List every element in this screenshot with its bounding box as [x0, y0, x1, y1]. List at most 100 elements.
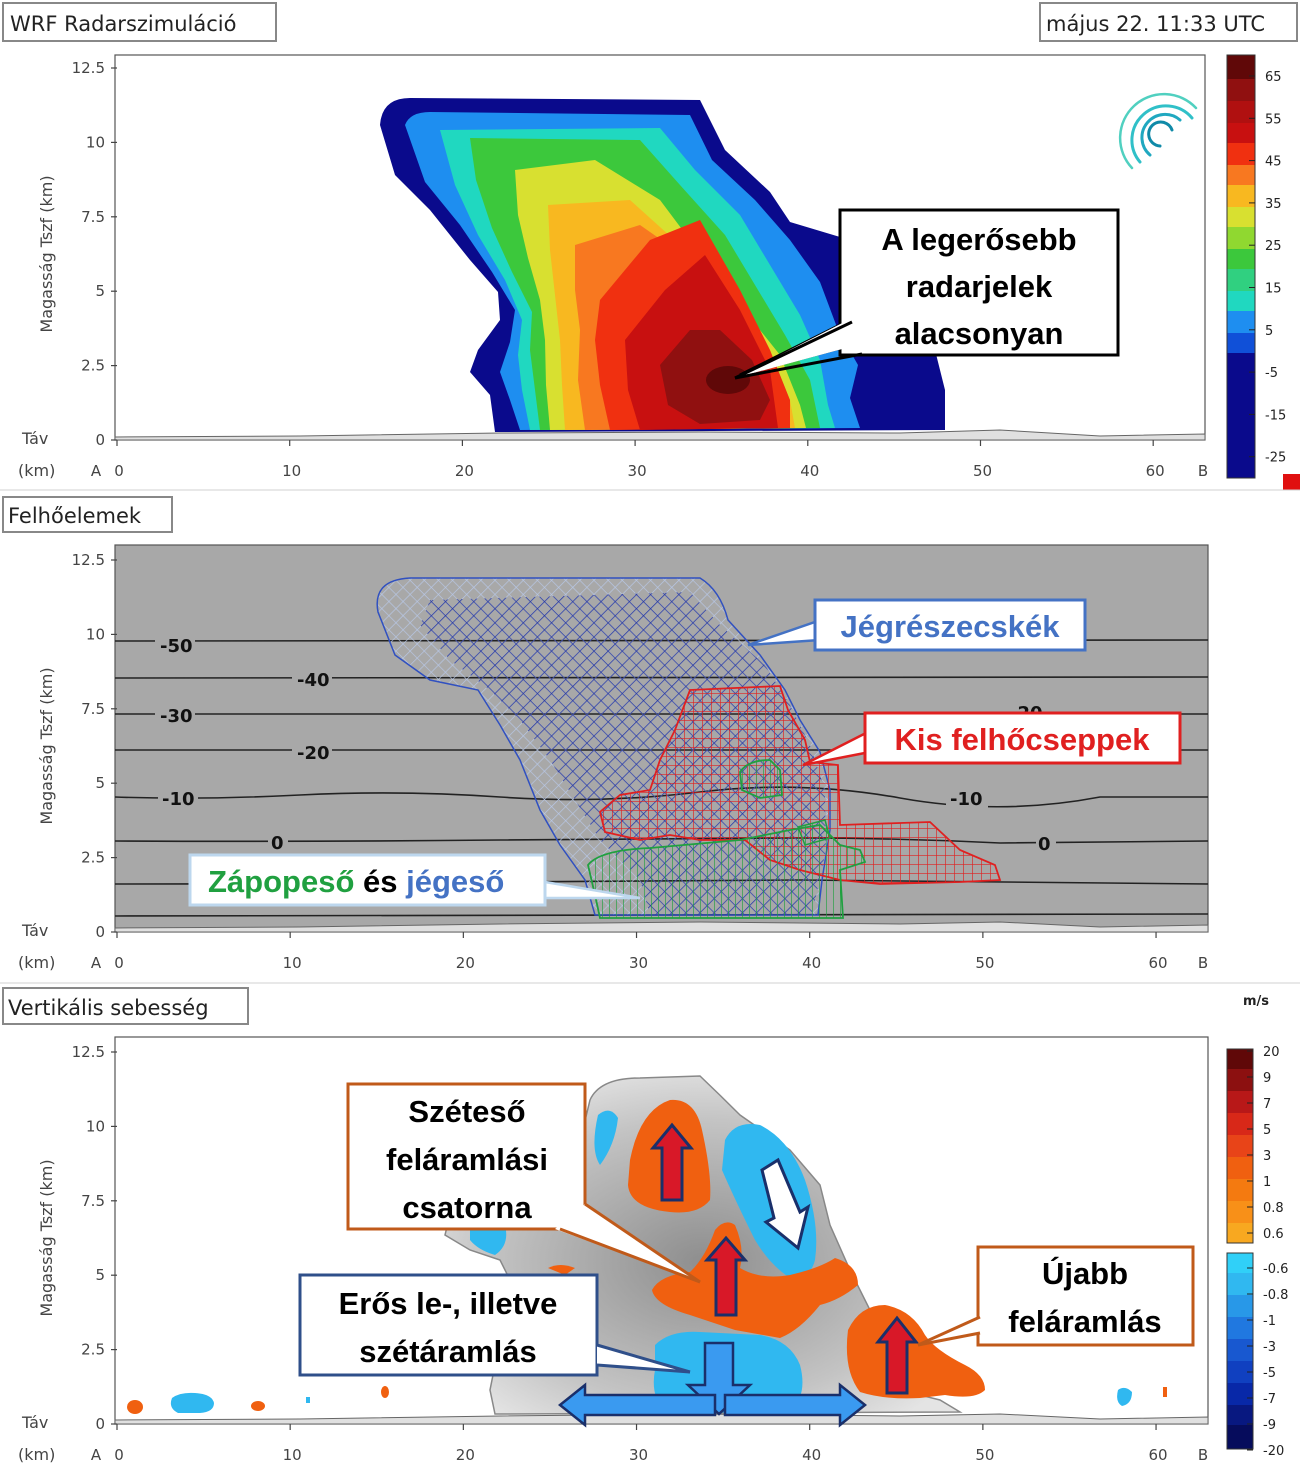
rain-hail-region [587, 759, 867, 919]
downdraft-annotation: Erős le-, illetve szétáramlás [298, 1273, 691, 1377]
isotherm-label-m50: -50 [160, 636, 193, 657]
radar-colorbar: 65 55 45 35 25 15 5 -5 -15 -25 [1226, 54, 1300, 490]
y-tick-label: 5 [95, 1266, 105, 1284]
y-tick-label: 10 [86, 133, 105, 151]
colorbar-tick-label: -7 [1263, 1392, 1276, 1407]
annotation-line-1: A legerősebb [881, 222, 1076, 257]
colorbar-tick-label: 65 [1265, 70, 1282, 85]
downdraft-line-1: Erős le-, illetve [339, 1286, 558, 1321]
annotation-line-3: alacsonyan [895, 316, 1064, 351]
x-tick-label: 50 [975, 1446, 994, 1464]
x-tick-label: 30 [629, 1446, 648, 1464]
x-tick-label: 10 [283, 954, 302, 972]
rain-hail-label: Zápореső és jégeső [208, 864, 504, 899]
y-tick-label: 12.5 [72, 551, 105, 569]
radar-axes: 0 2.5 5 7.5 10 12.5 0 10 20 30 40 50 60 A B Táv (km) Maga… [18, 59, 1208, 480]
rain-hail-annotation: Zápореső és jégeső [188, 853, 641, 907]
colorbar-tick-label: 0.8 [1263, 1201, 1284, 1216]
timestamp: május 22. 11:33 UTC [1046, 12, 1265, 36]
isotherm-label-m20: -20 [297, 743, 330, 764]
end-label: B [1198, 954, 1208, 972]
colorbar-tick-label: 20 [1263, 1045, 1280, 1060]
downdraft-arrow [760, 1157, 811, 1251]
panel-title: Felhőelemek [8, 504, 142, 528]
colorbar-tick-label: -5 [1265, 366, 1278, 381]
x-tick-label: 20 [455, 462, 474, 480]
velocity-panel: Vertikális sebesség m/s [2, 987, 1288, 1464]
start-label: A [91, 954, 102, 972]
end-label: B [1198, 462, 1208, 480]
colorbar-tick-label: 35 [1265, 197, 1282, 212]
terrain [114, 921, 1209, 933]
y-axis-label: Magasság Tszf (km) [37, 667, 56, 824]
hail-word: jégeső [405, 864, 504, 899]
downdraft-line-2: szétáramlás [359, 1334, 537, 1369]
y-tick-label: 7.5 [81, 1192, 105, 1210]
y-tick-label: 12.5 [72, 59, 105, 77]
y-tick-label: 2.5 [81, 1341, 105, 1359]
colorbar-tick-label: -3 [1263, 1340, 1276, 1355]
colorbar-tick-label: 5 [1263, 1123, 1271, 1138]
y-tick-label: 10 [86, 1117, 105, 1135]
y-tick-label: 2.5 [81, 849, 105, 867]
x-axis-label-top: Táv [21, 921, 48, 940]
velocity-colorbar: 20 9 7 5 3 1 0.8 0.6 -0.6 -0.8 -1 -3 -5 -7 -9 -20 [1226, 1045, 1288, 1459]
hydrometeor-axes: 0 2.5 5 7.5 10 12.5 0 10 20 30 40 50 60 A B Táv (km) Maga… [18, 551, 1208, 972]
isotherm-label-m10: -10 [162, 789, 195, 810]
colorbar-tick-label: 25 [1265, 239, 1282, 254]
y-axis-label: Magasság Tszf (km) [37, 175, 56, 332]
radar-panel: WRF Radarszimuláció május 22. 11:33 UTC [2, 2, 1300, 490]
x-tick-label: 50 [975, 954, 994, 972]
colorbar-tick-label: 9 [1263, 1071, 1271, 1086]
decaying-line-3: csatorna [402, 1190, 532, 1225]
isotherm-label-0-right: 0 [1038, 834, 1051, 855]
isotherm-label-0: 0 [271, 833, 284, 854]
x-tick-label: 60 [1149, 1446, 1168, 1464]
updraft-arrow-2 [703, 1235, 749, 1317]
x-tick-label: 30 [629, 954, 648, 972]
colorbar-tick-label: -5 [1263, 1366, 1276, 1381]
y-axis-label: Magasság Tszf (km) [37, 1159, 56, 1316]
y-tick-label: 2.5 [81, 357, 105, 375]
colorbar-tick-label: -25 [1265, 451, 1286, 466]
x-tick-label: 10 [282, 462, 301, 480]
y-tick-label: 10 [86, 625, 105, 643]
velocity-axes: 0 2.5 5 7.5 10 12.5 0 10 20 30 40 50 60 A B Táv (km) Maga… [18, 1043, 1208, 1464]
isotherm-label-m30: -30 [160, 706, 193, 727]
y-tick-label: 7.5 [81, 700, 105, 718]
colorbar-tick-label: 5 [1265, 324, 1273, 339]
x-tick-label: 40 [800, 462, 819, 480]
terrain [114, 1413, 1209, 1425]
and-word [354, 864, 363, 899]
new-updraft-annotation: Újabb feláramlás [917, 1245, 1195, 1347]
colorbar-tick-label: 55 [1265, 112, 1282, 127]
velocity-units: m/s [1243, 994, 1269, 1009]
y-tick-label: 0 [95, 431, 105, 449]
panel-title: WRF Radarszimuláció [10, 12, 236, 36]
x-tick-label: 40 [802, 954, 821, 972]
colorbar-tick-label: 45 [1265, 155, 1282, 170]
x-tick-label: 60 [1149, 954, 1168, 972]
x-tick-label: 0 [114, 1446, 124, 1464]
end-label: B [1198, 1446, 1208, 1464]
x-tick-label: 50 [973, 462, 992, 480]
y-tick-label: 0 [95, 923, 105, 941]
x-tick-label: 60 [1146, 462, 1165, 480]
updraft-arrow-1 [649, 1122, 695, 1202]
colorbar-tick-label: -0.8 [1263, 1288, 1288, 1303]
panel-title-box [2, 2, 277, 42]
colorbar-tick-label: -15 [1265, 408, 1286, 423]
y-tick-label: 5 [95, 282, 105, 300]
radar-colorbar-ticks: 65 55 45 35 25 15 5 -5 -15 -25 [1249, 70, 1286, 466]
new-updraft-line-1: Újabb [1042, 1255, 1128, 1291]
panel-title: Vertikális sebesség [8, 996, 209, 1020]
x-axis-label-bottom: (km) [18, 1445, 55, 1464]
ice-annotation: Jégrészecskék [747, 598, 1087, 652]
radar-colorbar-marker [1283, 474, 1300, 490]
x-axis-label-bottom: (km) [18, 461, 55, 480]
and-word-text: és [363, 864, 397, 899]
timestamp-box [1039, 2, 1298, 42]
decaying-line-2: feláramlási [386, 1142, 548, 1177]
y-tick-label: 7.5 [81, 208, 105, 226]
